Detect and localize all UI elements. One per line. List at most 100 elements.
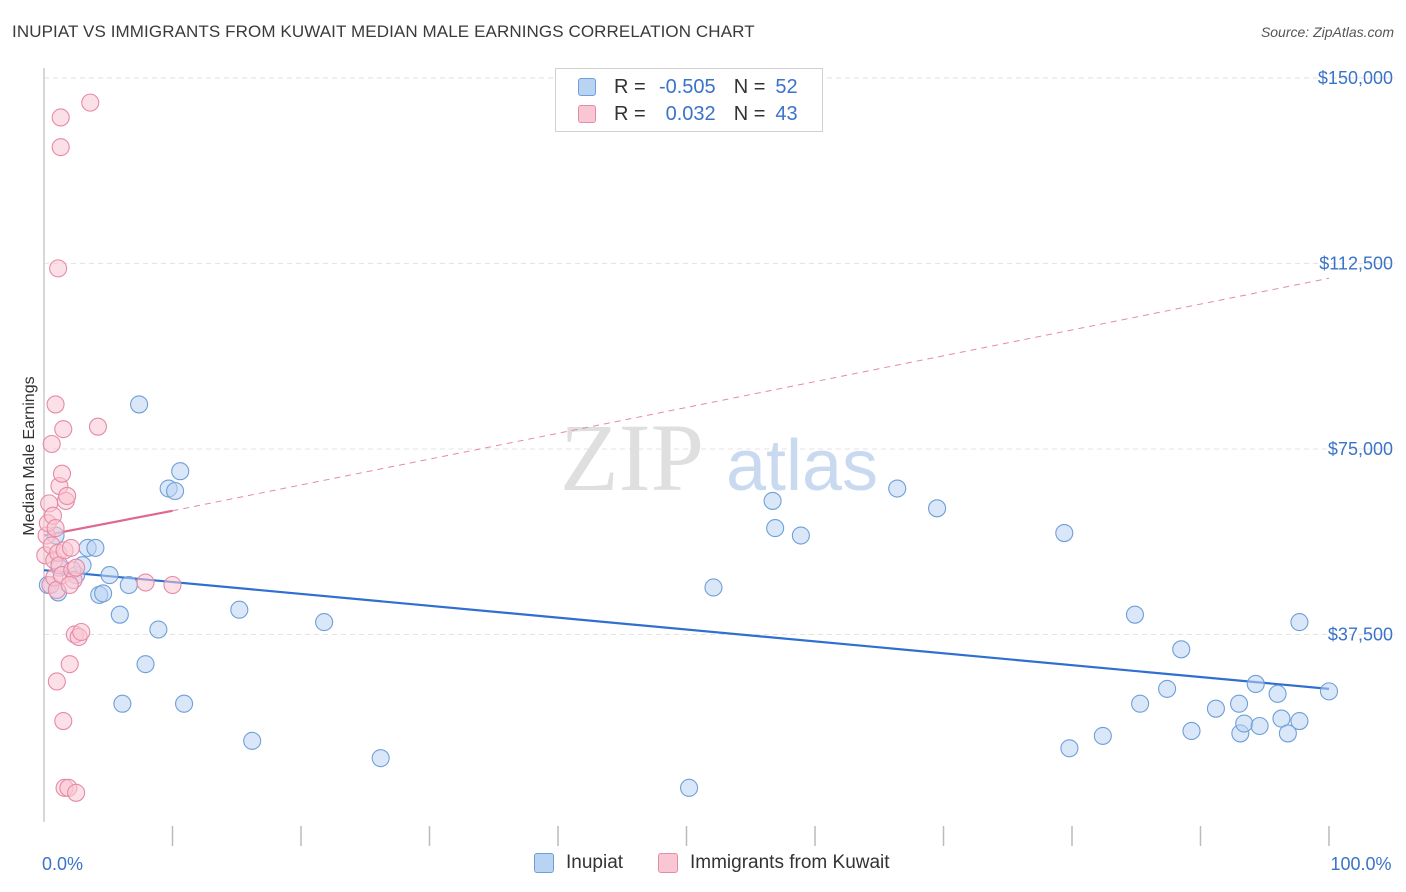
point-inupiat bbox=[1131, 694, 1150, 713]
point-inupiat bbox=[1290, 613, 1309, 632]
legend-label-kuwait: Immigrants from Kuwait bbox=[690, 852, 890, 873]
point-kuwait bbox=[58, 486, 77, 505]
point-inupiat bbox=[1230, 694, 1249, 713]
y-tick-label: $112,500 bbox=[1319, 253, 1393, 273]
point-kuwait bbox=[60, 575, 79, 595]
point-kuwait bbox=[67, 558, 86, 577]
legend-swatch-kuwait bbox=[658, 853, 678, 873]
stats-n-value: 52 bbox=[775, 75, 798, 98]
trend-extension-1 bbox=[172, 277, 1330, 512]
x-tick-labels: 0.0% 100.0% bbox=[42, 854, 1392, 874]
point-inupiat bbox=[1125, 605, 1145, 624]
stats-r-value: -0.505 bbox=[658, 75, 716, 98]
point-kuwait bbox=[61, 538, 81, 557]
point-inupiat bbox=[171, 462, 190, 481]
point-kuwait bbox=[60, 655, 79, 674]
point-inupiat bbox=[371, 749, 390, 768]
legend-item-kuwait[interactable]: Immigrants from Kuwait bbox=[658, 852, 890, 874]
point-inupiat bbox=[888, 479, 907, 498]
point-inupiat bbox=[149, 620, 168, 639]
point-inupiat bbox=[130, 395, 149, 414]
point-kuwait bbox=[54, 712, 73, 731]
watermark-atlas: atlas bbox=[726, 426, 878, 506]
y-tick-labels: $37,500 $75,000 $112,500 $150,000 bbox=[1318, 68, 1393, 645]
point-inupiat bbox=[230, 600, 249, 619]
stats-box: R = -0.505 N = 52 R = 0.032 N = 43 bbox=[555, 68, 823, 132]
point-kuwait bbox=[51, 108, 70, 127]
point-inupiat bbox=[791, 526, 810, 545]
point-kuwait bbox=[46, 519, 65, 538]
y-tick-label: $37,500 bbox=[1328, 624, 1393, 644]
point-inupiat bbox=[136, 655, 155, 674]
point-inupiat bbox=[113, 694, 132, 713]
watermark: ZIP atlas bbox=[560, 404, 878, 511]
point-inupiat bbox=[1235, 714, 1254, 733]
point-inupiat bbox=[119, 575, 138, 595]
stats-n-value: 43 bbox=[775, 102, 798, 125]
point-inupiat bbox=[1093, 726, 1112, 745]
point-kuwait bbox=[72, 622, 91, 642]
stats-r-value: 0.032 bbox=[665, 102, 716, 125]
chart-title: INUPIAT VS IMMIGRANTS FROM KUWAIT MEDIAN… bbox=[12, 22, 755, 41]
stats-swatch-inupiat bbox=[578, 78, 596, 96]
point-inupiat bbox=[1278, 724, 1297, 743]
x-tick-label: 0.0% bbox=[42, 854, 83, 874]
y-axis-label: Median Male Earnings bbox=[21, 376, 38, 535]
point-inupiat bbox=[1206, 699, 1225, 718]
point-kuwait bbox=[49, 259, 68, 278]
point-kuwait bbox=[88, 417, 108, 436]
point-inupiat bbox=[315, 613, 334, 632]
point-inupiat bbox=[680, 778, 699, 797]
point-inupiat bbox=[763, 491, 782, 510]
point-inupiat bbox=[1250, 716, 1269, 736]
point-kuwait bbox=[54, 420, 73, 439]
stats-row-inupiat: R = -0.505 N = 52 bbox=[578, 74, 798, 100]
point-kuwait bbox=[136, 573, 155, 592]
gridlines bbox=[44, 77, 1395, 635]
point-inupiat bbox=[86, 538, 105, 557]
legend-item-inupiat[interactable]: Inupiat bbox=[534, 852, 623, 874]
point-inupiat bbox=[1172, 640, 1191, 659]
point-inupiat bbox=[100, 566, 119, 585]
point-inupiat bbox=[1246, 674, 1265, 693]
stats-n-label: N = bbox=[733, 75, 766, 98]
point-inupiat bbox=[1268, 684, 1287, 703]
point-kuwait bbox=[42, 434, 61, 454]
point-kuwait bbox=[52, 464, 72, 483]
stats-r-label: R = bbox=[614, 102, 646, 125]
y-tick-label: $75,000 bbox=[1328, 439, 1393, 459]
point-inupiat bbox=[1319, 682, 1339, 701]
point-kuwait bbox=[163, 575, 182, 595]
point-kuwait bbox=[51, 138, 70, 157]
trend-line-0 bbox=[43, 569, 1330, 690]
point-inupiat bbox=[704, 578, 723, 597]
point-kuwait bbox=[47, 672, 66, 691]
point-inupiat bbox=[243, 731, 262, 750]
data-points bbox=[36, 93, 1339, 802]
point-inupiat bbox=[175, 694, 194, 713]
stats-swatch-kuwait bbox=[578, 105, 596, 123]
trend-lines bbox=[43, 277, 1330, 690]
point-inupiat bbox=[94, 584, 113, 603]
y-tick-label: $150,000 bbox=[1318, 68, 1393, 88]
point-inupiat bbox=[1158, 679, 1177, 698]
point-kuwait bbox=[81, 93, 100, 112]
legend-swatch-inupiat bbox=[534, 853, 554, 873]
source-credit: Source: ZipAtlas.com bbox=[1260, 24, 1394, 40]
stats-row-kuwait: R = 0.032 N = 43 bbox=[578, 101, 798, 127]
point-inupiat bbox=[928, 499, 947, 518]
point-inupiat bbox=[166, 481, 185, 501]
point-inupiat bbox=[110, 605, 129, 624]
point-inupiat bbox=[766, 519, 785, 538]
point-inupiat bbox=[1060, 739, 1079, 758]
watermark-zip: ZIP bbox=[560, 404, 704, 511]
point-inupiat bbox=[1182, 721, 1201, 740]
x-tick-label: 100.0% bbox=[1330, 854, 1391, 874]
stats-r-label: R = bbox=[614, 75, 646, 98]
trend-line-1 bbox=[43, 509, 173, 537]
point-kuwait bbox=[46, 395, 65, 414]
stats-n-label: N = bbox=[733, 102, 766, 125]
legend-label-inupiat: Inupiat bbox=[566, 852, 624, 873]
point-inupiat bbox=[1055, 524, 1074, 543]
